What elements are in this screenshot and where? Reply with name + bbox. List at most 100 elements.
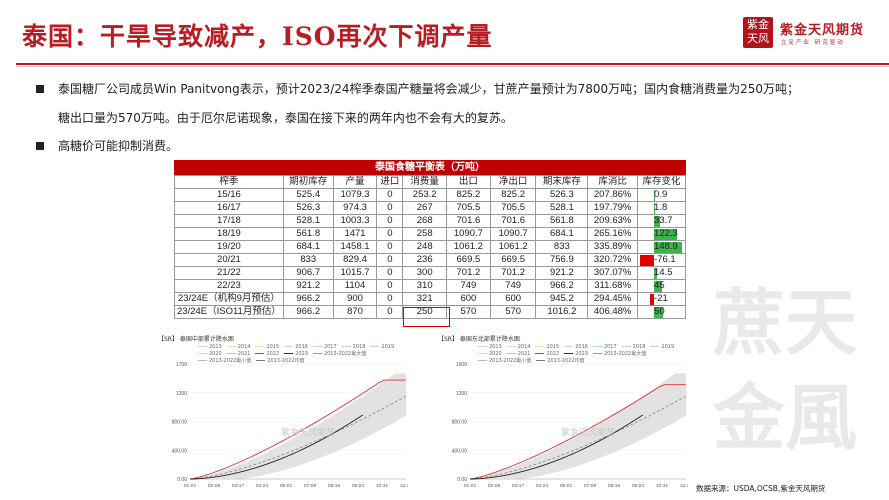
legend-item: 2013-2022最大值	[592, 351, 647, 358]
legend-item: 2020	[478, 351, 502, 358]
table-cell: 561.8	[282, 227, 334, 241]
table-header-cell: 库消比	[587, 175, 639, 189]
y-tick-label: 400.00	[172, 448, 188, 454]
legend-item: 2013-2022均值	[256, 358, 305, 365]
stock-change-bar	[650, 294, 655, 305]
legend-item: 2021	[226, 351, 251, 358]
stock-change-bar	[654, 307, 664, 318]
legend-label: 2015	[546, 344, 560, 350]
legend-label: 2019	[381, 344, 395, 350]
table-cell: 705.5	[489, 201, 537, 215]
table-title: 泰国食糖平衡表（万吨）	[174, 160, 686, 175]
data-source: 数据来源：USDA,OCSB,紫金天风期货	[696, 484, 826, 493]
legend-swatch	[535, 353, 545, 354]
legend-label: 2013-2022最大值	[323, 351, 367, 357]
season-cell: 23/24E（机构9月预估）	[174, 292, 284, 306]
legend-swatch	[478, 346, 487, 347]
legend-label: 2014	[237, 344, 251, 350]
stock-change-bar	[654, 229, 678, 240]
min-max-band	[470, 373, 686, 479]
x-tick-label: 07-09	[304, 483, 317, 489]
legend-swatch	[564, 346, 574, 347]
table-cell: 268	[402, 214, 448, 228]
x-tick-label: 04-24	[256, 483, 269, 489]
logo-watermark-icon: 蔗天 金風	[712, 280, 857, 460]
stock-change-bar	[654, 190, 656, 201]
stock-change-cell: 45	[637, 279, 686, 293]
table-cell: 1003.3	[332, 214, 378, 228]
stock-change-cell: 148.9	[637, 240, 686, 254]
legend-item: 2023	[284, 351, 308, 358]
table-row: 22/23 921.2 1104 0 310 749 749 966.2 311.68% 45	[174, 279, 686, 293]
legend-label: 2016	[295, 344, 308, 350]
legend-swatch	[370, 346, 380, 347]
legend-item: 2013-2022最大值	[312, 351, 367, 358]
table-cell: 870	[332, 305, 378, 319]
stock-change-cell: 33.7	[637, 214, 686, 228]
legend-label: 2022	[546, 351, 560, 357]
legend-swatch	[226, 346, 236, 347]
legend-label: 2021	[237, 351, 251, 357]
table-cell: 1061.2	[489, 240, 537, 254]
table-cell: 526.3	[282, 201, 334, 215]
legend-swatch	[506, 346, 516, 347]
legend-swatch	[478, 360, 487, 361]
min-max-band	[190, 373, 406, 479]
table-cell: 307.07%	[587, 266, 639, 280]
legend-swatch	[198, 353, 207, 354]
legend-item: 2014	[226, 344, 251, 351]
table-header-cell: 期初库存	[282, 175, 334, 189]
legend-swatch	[535, 346, 545, 347]
legend-swatch	[312, 353, 322, 354]
table-cell: 267	[402, 201, 448, 215]
table-cell: 749	[489, 279, 537, 293]
legend-label: 2013-2022最小值	[209, 358, 252, 364]
x-tick-label: 06-01	[280, 483, 293, 489]
stock-change-cell: -76.1	[637, 253, 686, 267]
legend-label: 2013-2022最大值	[603, 351, 647, 357]
mean-line	[469, 395, 687, 480]
chart-canvas: 0.00 400.00 800.00 1200 1700 01-01 02-08 03-17 0…	[172, 362, 408, 489]
table-cell: 561.8	[535, 214, 589, 228]
table-cell: 669.5	[446, 253, 491, 267]
bullet-square-icon	[36, 85, 44, 93]
legend-item: 2020	[198, 351, 222, 358]
table-cell: 906.7	[282, 266, 334, 280]
x-tick-label: 01-01	[464, 483, 477, 489]
table-header-cell: 出口	[446, 175, 491, 189]
table-cell: 701.6	[489, 214, 537, 228]
table-cell: 701.2	[446, 266, 491, 280]
table-cell: 528.1	[282, 214, 334, 228]
stock-change-bar	[654, 203, 656, 214]
table-cell: 701.2	[489, 266, 537, 280]
table-row: 16/17 526.3 974.3 0 267 705.5 705.5 528.1 197.79…	[174, 201, 686, 215]
y-tick-label: 1200	[456, 391, 467, 397]
x-tick-label: 07-09	[584, 483, 597, 489]
legend-swatch	[198, 346, 207, 347]
legend-label: 2020	[489, 351, 502, 357]
x-tick-label: 08-16	[328, 483, 341, 489]
stock-change-value: 1.8	[654, 202, 668, 213]
legend-item: 2019	[370, 344, 394, 351]
x-tick-label: 02-08	[488, 483, 501, 489]
stock-change-value: 50	[654, 306, 665, 317]
table-cell: 966.2	[535, 279, 589, 293]
series-2022-line	[469, 384, 686, 480]
table-cell: 294.45%	[587, 292, 639, 306]
legend-item: 2013-2022最小值	[478, 358, 531, 365]
legend-swatch	[592, 353, 602, 354]
x-tick-label: 04-24	[536, 483, 549, 489]
table-cell: 705.5	[446, 201, 491, 215]
table-cell: 1090.7	[446, 227, 491, 241]
table-cell: 1471	[332, 227, 378, 241]
stock-change-bar	[654, 216, 661, 227]
table-cell: 0	[376, 201, 404, 215]
rainfall-chart-central: 【SR】 泰国中部累计降水图 2013 2014 2015 2016 2017 2018 2…	[158, 334, 408, 499]
series-2023-line	[189, 414, 364, 480]
table-cell: 525.4	[282, 188, 334, 202]
table-row: 15/16 525.4 1079.3 0 253.2 825.2 825.2 526.3 207…	[174, 188, 686, 202]
legend-label: 2021	[517, 351, 531, 357]
bullet-text: 糖出口量为570万吨。由于厄尔尼诺现象，泰国在接下来的两年内也不会有大的复苏。	[58, 111, 513, 125]
legend-item: 2018	[341, 344, 365, 351]
table-cell: 669.5	[489, 253, 537, 267]
